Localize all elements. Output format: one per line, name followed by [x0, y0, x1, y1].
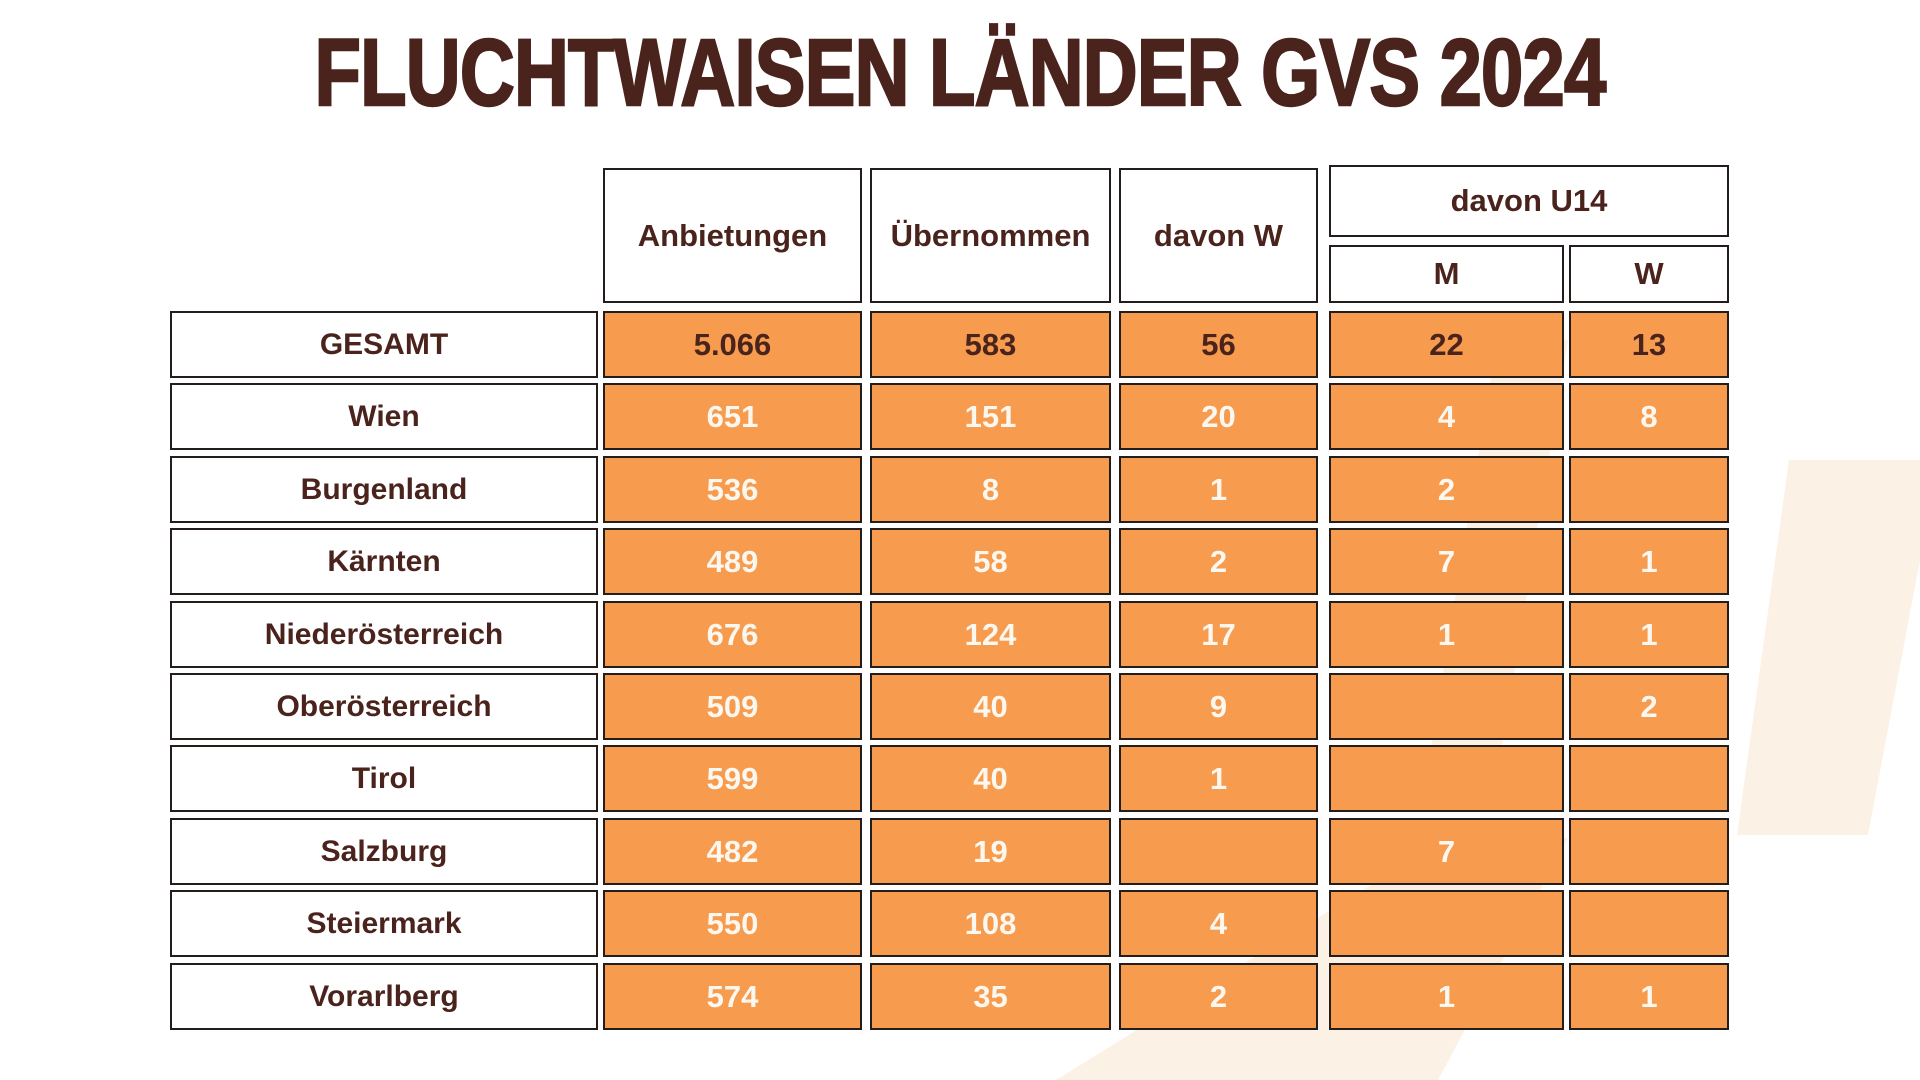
- value-cell: 2: [1119, 528, 1318, 595]
- table-row-niederoesterreich: Niederösterreich 676 124 17 1 1: [170, 601, 1730, 668]
- data-table: Anbietungen Übernommen davon W davon U14…: [170, 163, 1730, 1031]
- page-title: FLUCHTWAISEN LÄNDER GVS 2024: [314, 20, 1608, 126]
- row-label: Wien: [170, 383, 598, 450]
- value-cell: 7: [1329, 528, 1564, 595]
- value-cell: [1329, 890, 1564, 957]
- table-row-vorarlberg: Vorarlberg 574 35 2 1 1: [170, 963, 1730, 1030]
- col-subheader-u14-m: M: [1329, 245, 1564, 303]
- value-cell: 22: [1329, 311, 1564, 378]
- row-label: Niederösterreich: [170, 601, 598, 668]
- value-cell: 1: [1329, 963, 1564, 1030]
- table-row-oberoesterreich: Oberösterreich 509 40 9 2: [170, 673, 1730, 740]
- value-cell: [1569, 890, 1729, 957]
- value-cell: [1329, 673, 1564, 740]
- value-cell: 676: [603, 601, 862, 668]
- row-label: GESAMT: [170, 311, 598, 378]
- value-cell: 550: [603, 890, 862, 957]
- col-header-davon-w: davon W: [1119, 168, 1318, 303]
- value-cell: 124: [870, 601, 1111, 668]
- row-label: Kärnten: [170, 528, 598, 595]
- table-row-salzburg: Salzburg 482 19 7: [170, 818, 1730, 885]
- value-cell: 56: [1119, 311, 1318, 378]
- value-cell: 9: [1119, 673, 1318, 740]
- value-cell: 482: [603, 818, 862, 885]
- table-row-steiermark: Steiermark 550 108 4: [170, 890, 1730, 957]
- value-cell: 40: [870, 673, 1111, 740]
- value-cell: 40: [870, 745, 1111, 812]
- col-subheader-u14-w: W: [1569, 245, 1729, 303]
- value-cell: 1: [1569, 601, 1729, 668]
- value-cell: 4: [1329, 383, 1564, 450]
- value-cell: 2: [1569, 673, 1729, 740]
- value-cell: 489: [603, 528, 862, 595]
- row-label: Oberösterreich: [170, 673, 598, 740]
- row-label: Steiermark: [170, 890, 598, 957]
- value-cell: 1: [1569, 528, 1729, 595]
- value-cell: [1329, 745, 1564, 812]
- value-cell: 1: [1329, 601, 1564, 668]
- table-row-gesamt: GESAMT 5.066 583 56 22 13: [170, 311, 1730, 378]
- table-row-kaernten: Kärnten 489 58 2 7 1: [170, 528, 1730, 595]
- value-cell: 2: [1329, 456, 1564, 523]
- value-cell: 17: [1119, 601, 1318, 668]
- table-row-wien: Wien 651 151 20 4 8: [170, 383, 1730, 450]
- value-cell: 4: [1119, 890, 1318, 957]
- value-cell: 2: [1119, 963, 1318, 1030]
- col-header-anbietungen: Anbietungen: [603, 168, 862, 303]
- value-cell: 599: [603, 745, 862, 812]
- value-cell: 1: [1119, 745, 1318, 812]
- value-cell: 651: [603, 383, 862, 450]
- col-group-header-davon-u14: davon U14: [1329, 165, 1729, 237]
- value-cell: 7: [1329, 818, 1564, 885]
- watermark-stripe-right: [1737, 460, 1920, 835]
- value-cell: 35: [870, 963, 1111, 1030]
- value-cell: 5.066: [603, 311, 862, 378]
- value-cell: 8: [870, 456, 1111, 523]
- table-row-burgenland: Burgenland 536 8 1 2: [170, 456, 1730, 523]
- value-cell: 58: [870, 528, 1111, 595]
- value-cell: [1119, 818, 1318, 885]
- value-cell: [1569, 818, 1729, 885]
- value-cell: 1: [1119, 456, 1318, 523]
- value-cell: 536: [603, 456, 862, 523]
- value-cell: 8: [1569, 383, 1729, 450]
- value-cell: [1569, 456, 1729, 523]
- value-cell: 1: [1569, 963, 1729, 1030]
- value-cell: [1569, 745, 1729, 812]
- row-label: Burgenland: [170, 456, 598, 523]
- value-cell: 108: [870, 890, 1111, 957]
- value-cell: 583: [870, 311, 1111, 378]
- value-cell: 20: [1119, 383, 1318, 450]
- row-label: Salzburg: [170, 818, 598, 885]
- value-cell: 13: [1569, 311, 1729, 378]
- row-label: Tirol: [170, 745, 598, 812]
- value-cell: 509: [603, 673, 862, 740]
- value-cell: 19: [870, 818, 1111, 885]
- table-row-tirol: Tirol 599 40 1: [170, 745, 1730, 812]
- value-cell: 574: [603, 963, 862, 1030]
- value-cell: 151: [870, 383, 1111, 450]
- row-label: Vorarlberg: [170, 963, 598, 1030]
- col-header-uebernommen: Übernommen: [870, 168, 1111, 303]
